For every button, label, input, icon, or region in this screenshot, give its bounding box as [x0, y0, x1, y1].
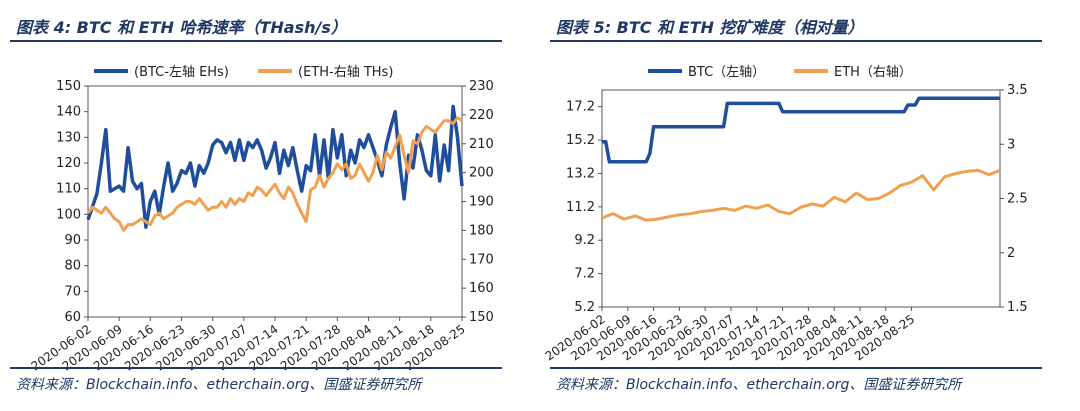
- right-axis-tick-label: 180: [469, 223, 494, 238]
- legend-label: (ETH-右轴 THs): [298, 65, 393, 80]
- left-axis-tick-label: 130: [56, 130, 81, 145]
- source-divider: [550, 367, 1042, 369]
- plot-frame: [601, 89, 1001, 308]
- right-axis-tick-label: 150: [469, 310, 494, 325]
- left-axis-tick-label: 60: [64, 310, 81, 325]
- title-divider: [10, 40, 502, 42]
- hashrate-chart-title: 图表 4: BTC 和 ETH 哈希速率（THash/s）: [16, 18, 347, 37]
- left-axis-tick-label: 90: [64, 233, 81, 248]
- right-axis-tick-label: 220: [469, 108, 494, 123]
- right-axis-tick-label: 190: [469, 195, 494, 210]
- difficulty-chart: 5.27.29.211.213.215.217.21.522.533.52020…: [543, 65, 1028, 363]
- difficulty-chart-source: 资料来源：Blockchain.info、etherchain.org、国盛证券…: [556, 377, 962, 393]
- legend-label: (BTC-左轴 EHs): [134, 65, 229, 80]
- left-axis-tick-label: 7.2: [574, 267, 595, 282]
- left-axis-tick-label: 100: [56, 207, 81, 222]
- hashrate-chart-panel: 图表 4: BTC 和 ETH 哈希速率（THash/s） 60 70 80 90 10…: [10, 18, 502, 393]
- left-axis-tick-label: 17.2: [566, 100, 595, 115]
- source-divider: [10, 367, 502, 369]
- hashrate-chart-source: 资料来源：Blockchain.info、etherchain.org、国盛证券…: [16, 377, 422, 393]
- left-axis-tick-label: 13.2: [566, 166, 595, 181]
- right-axis-tick-label: 230: [469, 79, 494, 94]
- left-axis-tick-label: 140: [56, 105, 81, 120]
- left-axis-tick-label: 5.2: [574, 300, 595, 315]
- right-axis-tick-label: 2.5: [1007, 192, 1028, 207]
- right-axis-tick-label: 1.5: [1007, 300, 1028, 315]
- left-axis-tick-label: 9.2: [574, 233, 595, 248]
- right-axis-tick-label: 200: [469, 166, 494, 181]
- right-axis-tick-label: 160: [469, 281, 494, 296]
- left-axis-tick-label: 120: [56, 156, 81, 171]
- series-line-btc: [86, 104, 464, 229]
- right-axis-tick-label: 3: [1007, 137, 1015, 152]
- left-axis-tick-label: 70: [64, 284, 81, 299]
- series-line-btc: [602, 96, 1000, 164]
- right-axis-tick-label: 2: [1007, 246, 1015, 261]
- hashrate-chart: 60 70 80 90 100 110 120 130 140 150 150 160 170 180 19…: [29, 65, 494, 373]
- difficulty-chart-title: 图表 5: BTC 和 ETH 挖矿难度（相对量）: [556, 18, 864, 37]
- difficulty-chart-panel: 图表 5: BTC 和 ETH 挖矿难度（相对量） 5.2 7.2 9.2 11.2 1…: [540, 0, 1080, 411]
- left-axis-tick-label: 15.2: [566, 133, 595, 148]
- series-line-eth: [601, 168, 1001, 222]
- legend-label: BTC（左轴）: [688, 65, 765, 80]
- right-axis-tick-label: 3.5: [1007, 83, 1028, 98]
- right-axis-tick-label: 210: [469, 137, 494, 152]
- series-line-eth: [86, 116, 463, 232]
- left-axis-tick-label: 80: [64, 259, 81, 274]
- left-axis-tick-label: 110: [56, 182, 81, 197]
- left-axis-tick-label: 150: [56, 79, 81, 94]
- right-axis-tick-label: 170: [469, 252, 494, 267]
- left-axis-tick-label: 11.2: [566, 200, 595, 215]
- legend-label: ETH（右轴）: [834, 65, 912, 80]
- title-divider: [550, 40, 1042, 42]
